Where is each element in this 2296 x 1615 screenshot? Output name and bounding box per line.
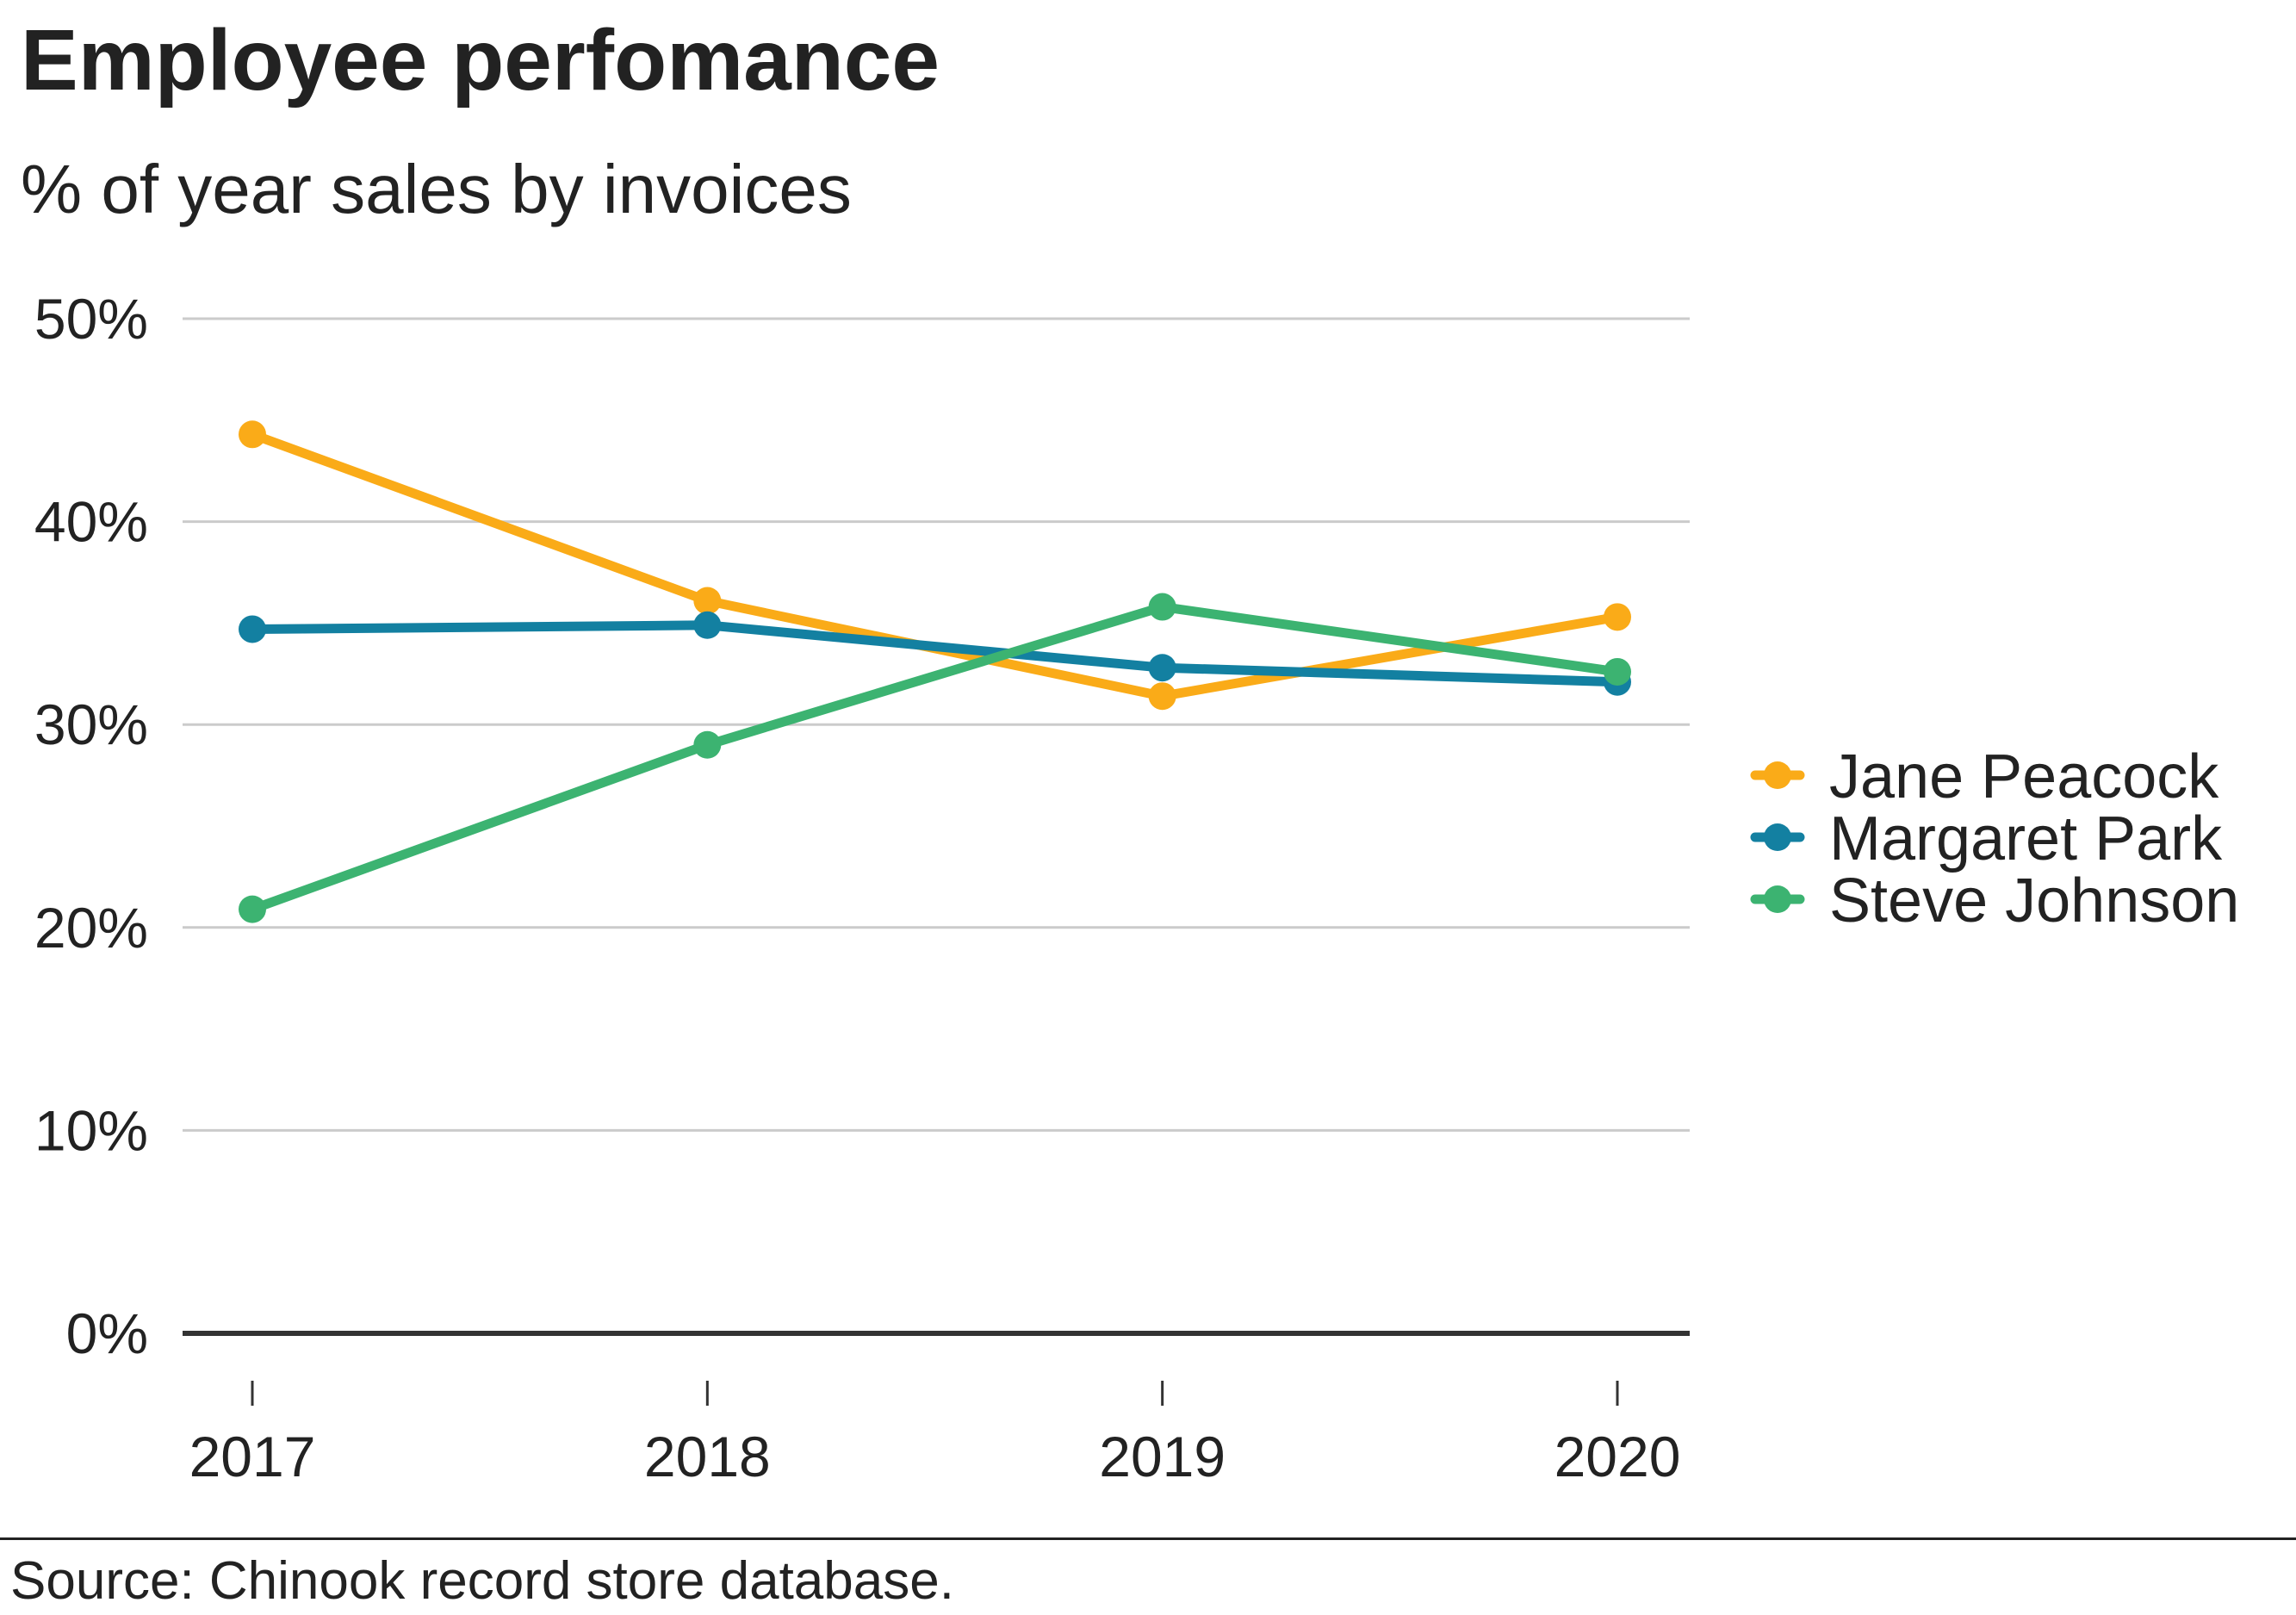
series-line	[247, 620, 1623, 687]
data-point	[239, 895, 266, 923]
x-tick-label: 2018	[644, 1425, 771, 1488]
series-lines	[239, 420, 1631, 923]
y-tick-label: 50%	[34, 287, 148, 351]
gridlines	[183, 317, 1690, 1132]
x-tick-label: 2017	[189, 1425, 316, 1488]
legend-label: Margaret Park	[1829, 804, 2223, 873]
x-tick-label: 2020	[1554, 1425, 1681, 1488]
footer-divider	[0, 1537, 2296, 1540]
data-point	[239, 420, 266, 449]
data-point	[693, 730, 722, 759]
y-tick-label: 40%	[34, 490, 148, 554]
line-chart: 2017 2018 2019 2020 0% 10% 20% 30% 40% 50% Jane …	[34, 287, 2239, 1488]
data-point	[1604, 657, 1631, 686]
data-point	[693, 587, 722, 615]
legend-swatch-point	[1764, 823, 1791, 851]
y-tick-label: 10%	[34, 1098, 148, 1162]
data-point	[1148, 593, 1176, 621]
source-note: Source: Chinook record store database.	[10, 1551, 954, 1611]
y-axis: 0% 10% 20% 30% 40% 50%	[34, 287, 148, 1365]
legend-label: Jane Peacock	[1829, 742, 2219, 811]
series-line	[247, 429, 1623, 701]
y-tick-label: 0%	[66, 1301, 148, 1365]
y-tick-label: 30%	[34, 693, 148, 756]
data-point	[1148, 682, 1176, 711]
chart-subtitle: % of year sales by invoices	[21, 151, 852, 227]
data-point	[1148, 654, 1176, 682]
x-tick-label: 2019	[1099, 1425, 1226, 1488]
y-tick-label: 20%	[34, 896, 148, 960]
data-point	[239, 615, 266, 643]
legend-label: Steve Johnson	[1829, 867, 2239, 935]
data-point	[1604, 603, 1631, 631]
legend-swatch-point	[1764, 885, 1791, 913]
data-point	[693, 611, 722, 639]
chart-title: Employee perfomance	[21, 12, 940, 109]
legend-swatch-point	[1764, 761, 1791, 789]
x-axis: 2017 2018 2019 2020	[183, 1331, 1690, 1488]
series-line	[247, 602, 1623, 915]
